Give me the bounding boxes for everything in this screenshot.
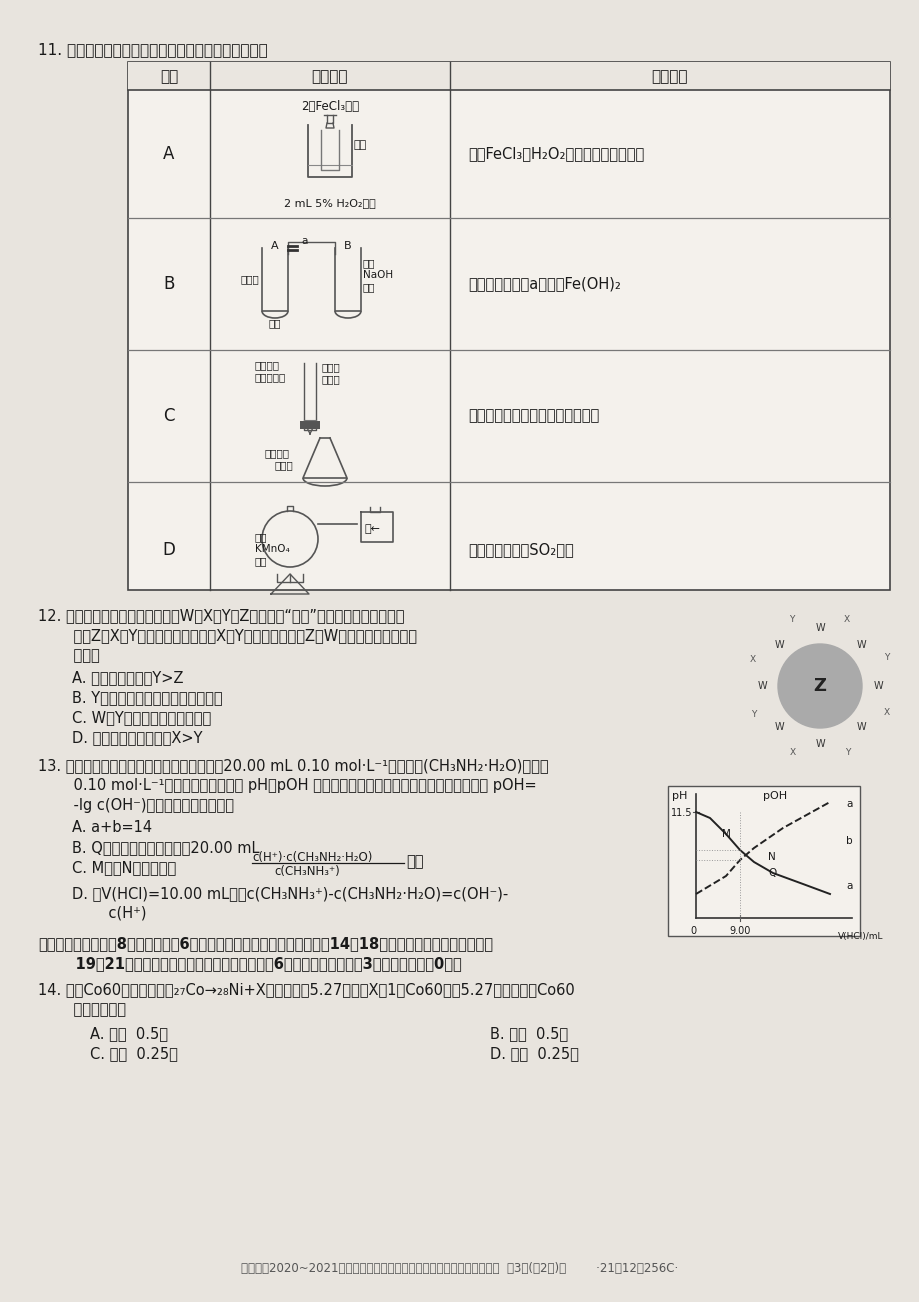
Text: KMnO₄: KMnO₄ — [255, 544, 289, 553]
Text: X: X — [843, 615, 849, 624]
Text: C. M点和N点溶液中，: C. M点和N点溶液中， — [72, 861, 176, 875]
Text: 眼睛注: 眼睛注 — [322, 362, 340, 372]
Text: 13. 甲胺广泛用于医药和农药制造。常温下向20.00 mL 0.10 mol·L⁻¹甲胺溶液(CH₃NH₂·H₂O)中滴加: 13. 甲胺广泛用于医药和农药制造。常温下向20.00 mL 0.10 mol·… — [38, 758, 548, 773]
Text: c(CH₃NH₃⁺): c(CH₃NH₃⁺) — [274, 865, 339, 878]
Bar — [128, 62, 889, 590]
Text: B. Q点消耗盐酸的体积小于20.00 mL: B. Q点消耗盐酸的体积小于20.00 mL — [72, 840, 259, 855]
Text: 通过控制止水夹a来制取Fe(OH)₂: 通过控制止水夹a来制取Fe(OH)₂ — [468, 276, 620, 292]
Text: pH: pH — [671, 792, 686, 801]
Text: -lg c(OH⁻)。下列说法不正确的是: -lg c(OH⁻)。下列说法不正确的是 — [55, 798, 233, 812]
Text: 右手摇动: 右手摇动 — [265, 448, 289, 458]
Text: a: a — [845, 881, 851, 891]
Text: W: W — [856, 641, 865, 650]
Text: pOH: pOH — [762, 792, 787, 801]
Text: Y: Y — [789, 616, 794, 624]
Text: 2滴FeCl₃溶液: 2滴FeCl₃溶液 — [301, 100, 358, 113]
Text: M: M — [721, 829, 730, 838]
Text: C. 质子  0.25克: C. 质子 0.25克 — [90, 1046, 177, 1061]
Text: a: a — [301, 236, 307, 246]
Text: W: W — [773, 723, 783, 732]
Text: 14. 已知Co60的衰变方程为₂₇Co→₂₈Ni+X，半衰期为5.27年，则X和1克Co60经过5.27年后还剩下Co60: 14. 已知Co60的衰变方程为₂₇Co→₂₈Ni+X，半衰期为5.27年，则X… — [38, 982, 574, 997]
Text: C. W与Y可组成多种离子化合物: C. W与Y可组成多种离子化合物 — [72, 710, 211, 725]
Text: 稀确酸: 稀确酸 — [240, 273, 259, 284]
Text: 视液面: 视液面 — [322, 374, 340, 384]
Text: 热水: 热水 — [354, 141, 367, 150]
Text: W: W — [773, 641, 783, 650]
Text: Z: Z — [812, 677, 825, 695]
Text: B: B — [344, 241, 351, 251]
Text: 确的是: 确的是 — [55, 648, 99, 663]
Text: 验证火柴燃烧有SO₂生成: 验证火柴燃烧有SO₂生成 — [468, 543, 573, 557]
Text: W: W — [814, 740, 824, 749]
Bar — [300, 421, 320, 428]
Text: 滴定管活塞: 滴定管活塞 — [255, 372, 286, 381]
Text: 11. 下列实验方案设计合理且能达到相应实验目的的是: 11. 下列实验方案设计合理且能达到相应实验目的的是 — [38, 42, 267, 57]
Text: D. 电子  0.25克: D. 电子 0.25克 — [490, 1046, 578, 1061]
Circle shape — [777, 644, 861, 728]
Text: b: b — [845, 836, 852, 846]
Text: 实验目的: 实验目的 — [651, 69, 687, 85]
Text: 相等: 相等 — [405, 854, 423, 868]
Text: 11.5: 11.5 — [670, 809, 692, 818]
Text: 0.10 mol·L⁻¹的盐酸，混合溶液的 pH、pOH 随加入盐酸的体积的变化曲线如图所示。已知 pOH=: 0.10 mol·L⁻¹的盐酸，混合溶液的 pH、pOH 随加入盐酸的体积的变化… — [55, 779, 536, 793]
Text: D. 当V(HCl)=10.00 mL时，c(CH₃NH₃⁺)-c(CH₃NH₂·H₂O)=c(OH⁻)-: D. 当V(HCl)=10.00 mL时，c(CH₃NH₃⁺)-c(CH₃NH₂… — [72, 885, 507, 901]
Text: 过量: 过量 — [363, 258, 375, 268]
Text: 选项: 选项 — [160, 69, 178, 85]
Text: W: W — [856, 723, 865, 732]
Text: A: A — [271, 241, 278, 251]
Text: 推←: 推← — [365, 523, 380, 534]
Text: c(H⁺): c(H⁺) — [90, 906, 146, 921]
Text: Y: Y — [882, 654, 888, 663]
Text: 19～21题有多项符合题目要求。全部选对的得6分，选对但不全的得3分，有选错的得0分。: 19～21题有多项符合题目要求。全部选对的得6分，选对但不全的得3分，有选错的得… — [55, 956, 461, 971]
Text: 溶液: 溶液 — [363, 283, 375, 292]
Text: 二、选择题：本题兲8小题，每小题6分。在每小题给出的四个选项中，第14～18题只有一项符合题目要求，第: 二、选择题：本题兲8小题，每小题6分。在每小题给出的四个选项中，第14～18题只… — [38, 936, 493, 950]
Text: 锥形瓶: 锥形瓶 — [275, 460, 293, 470]
Text: B. Y的单质的氧化性在同主族中最弱: B. Y的单质的氧化性在同主族中最弱 — [72, 690, 222, 704]
Text: 9.00: 9.00 — [729, 926, 750, 936]
Text: W: W — [814, 622, 824, 633]
Text: N: N — [767, 852, 775, 862]
Text: V(HCl)/mL: V(HCl)/mL — [837, 932, 882, 941]
Text: 的质量分别为: 的质量分别为 — [55, 1003, 126, 1017]
Text: A. 质子  0.5克: A. 质子 0.5克 — [90, 1026, 168, 1042]
Text: 酸性: 酸性 — [255, 533, 267, 542]
Text: 图。Z、X、Y的族序数依次增大，X、Y位于同一周期，Z与W同主族。下列说法正: 图。Z、X、Y的族序数依次增大，X、Y位于同一周期，Z与W同主族。下列说法正 — [55, 628, 416, 643]
Text: B. 电子  0.5克: B. 电子 0.5克 — [490, 1026, 568, 1042]
Text: W: W — [756, 681, 766, 691]
Text: D. 氢化物的热稳定性：X>Y: D. 氢化物的热稳定性：X>Y — [72, 730, 202, 745]
Text: D: D — [163, 542, 176, 559]
Text: Q: Q — [767, 868, 776, 878]
Text: 2 mL 5% H₂O₂溶液: 2 mL 5% H₂O₂溶液 — [284, 198, 376, 208]
Text: 溶液: 溶液 — [255, 556, 267, 566]
Text: A. 简单离子半径：Y>Z: A. 简单离子半径：Y>Z — [72, 671, 183, 685]
Text: 12. 由位于元素周期表前三周期的W、X、Y、Z四种元素“组合”成的一种超分子结构如: 12. 由位于元素周期表前三周期的W、X、Y、Z四种元素“组合”成的一种超分子结… — [38, 608, 404, 622]
Text: C: C — [163, 408, 175, 424]
Text: c(H⁺)·c(CH₃NH₂·H₂O): c(H⁺)·c(CH₃NH₂·H₂O) — [252, 852, 372, 865]
Text: X: X — [749, 655, 755, 664]
Text: 左手控制: 左手控制 — [255, 359, 279, 370]
Text: B: B — [164, 275, 175, 293]
Text: 验证FeCl₃对H₂O₂分解反应有偶化作用: 验证FeCl₃对H₂O₂分解反应有偶化作用 — [468, 147, 643, 161]
Text: NaOH: NaOH — [363, 270, 392, 280]
Text: 铁粉: 铁粉 — [268, 318, 281, 328]
Text: Y: Y — [845, 747, 850, 756]
Bar — [667, 786, 859, 936]
Text: 用高锄酸鼾标准溶液滴定草酸溶液: 用高锄酸鼾标准溶液滴定草酸溶液 — [468, 409, 598, 423]
Text: a: a — [845, 799, 851, 809]
Text: X: X — [789, 749, 795, 758]
Text: X: X — [883, 708, 889, 717]
Text: A. a+b=14: A. a+b=14 — [72, 820, 152, 835]
Text: 【商洛南2020~2021学年度第一学期期末教学质量检测高三理科综合试卷  第3页(共2页)】        ·21－12－256C·: 【商洛南2020~2021学年度第一学期期末教学质量检测高三理科综合试卷 第3页… — [241, 1262, 678, 1275]
Text: W: W — [872, 681, 882, 691]
Text: A: A — [164, 145, 175, 163]
Bar — [128, 62, 889, 90]
Text: 0: 0 — [689, 926, 696, 936]
Text: Y: Y — [750, 710, 755, 719]
Text: 实验方案: 实验方案 — [312, 69, 348, 85]
